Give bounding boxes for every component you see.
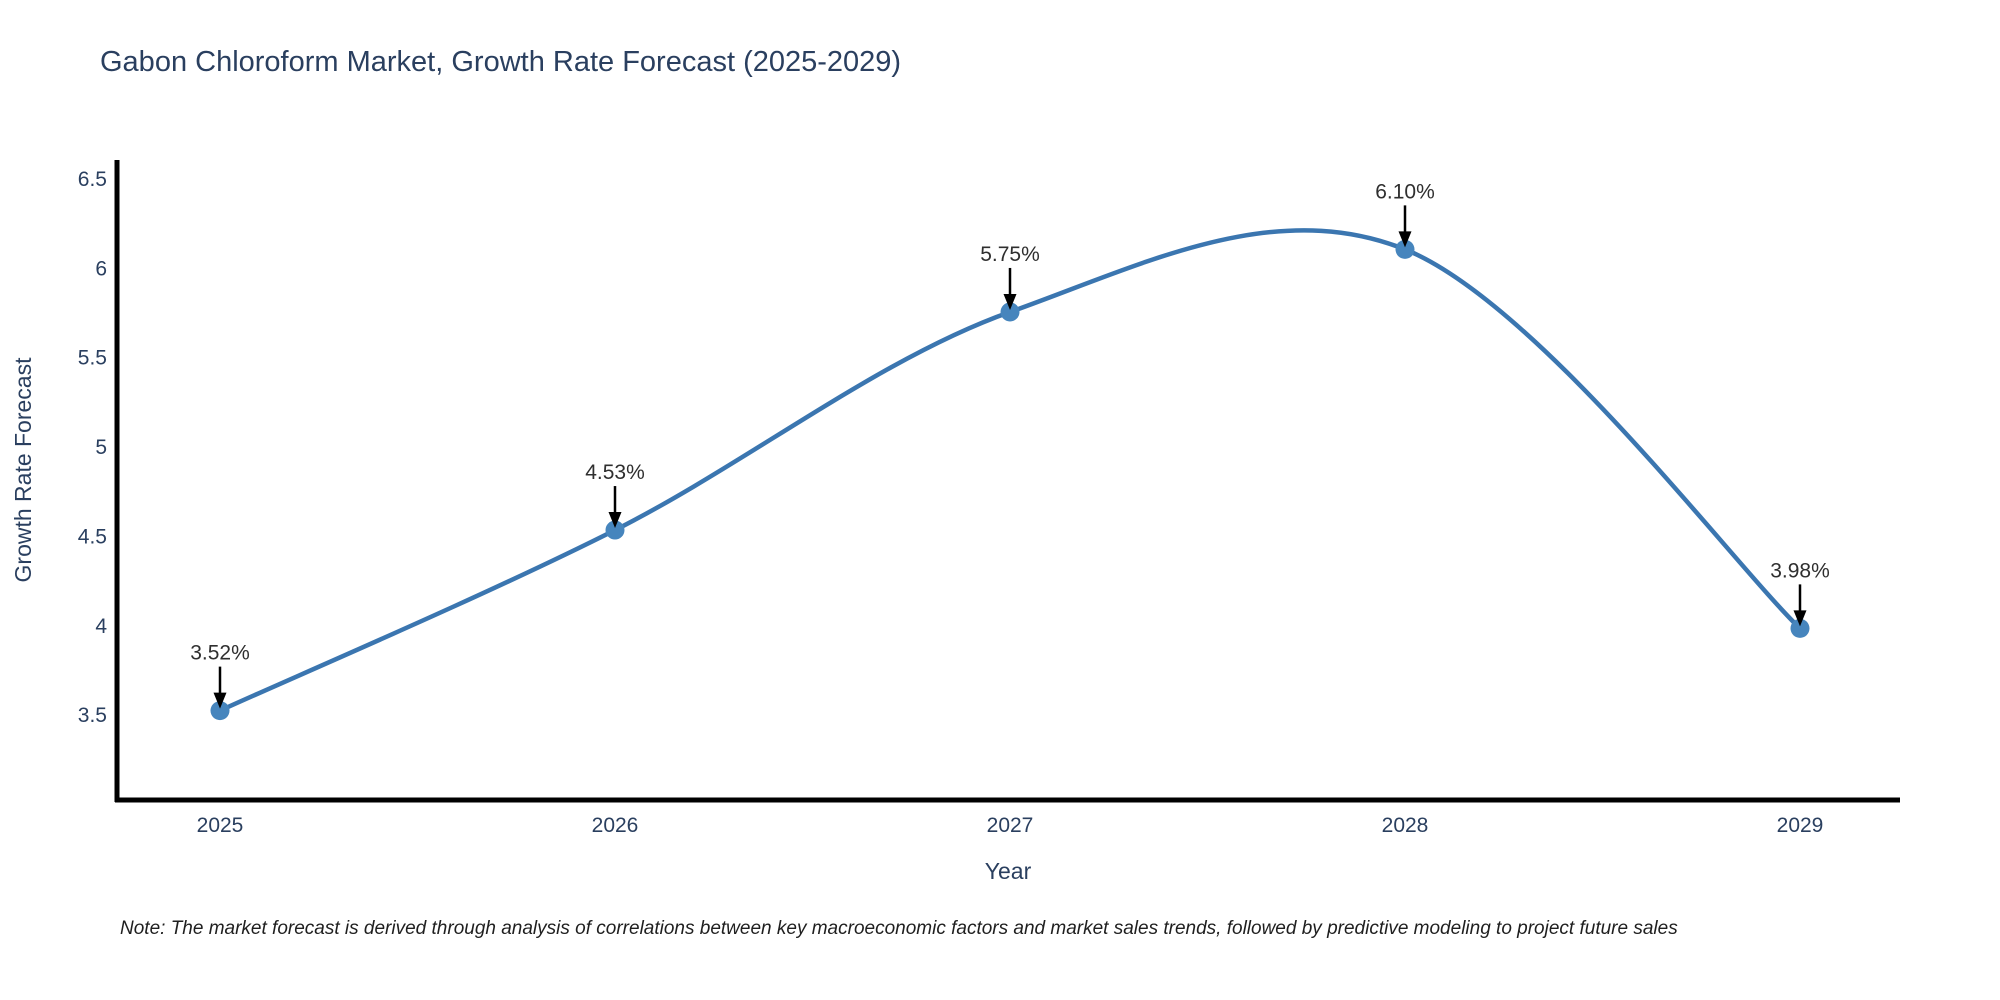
annotation-arrowhead-icon	[608, 512, 622, 529]
point-annotation-label: 5.75%	[980, 243, 1040, 266]
footnote: Note: The market forecast is derived thr…	[120, 918, 1678, 939]
y-tick-label: 6.5	[78, 168, 107, 191]
point-annotation-label: 3.52%	[190, 642, 250, 665]
x-tick-label: 2027	[987, 814, 1034, 837]
chart-title: Gabon Chloroform Market, Growth Rate For…	[100, 46, 902, 78]
point-annotation-label: 4.53%	[585, 461, 645, 484]
data-point-2028[interactable]	[1395, 239, 1415, 259]
y-tick-label: 4	[95, 615, 107, 638]
y-tick-label: 5.5	[78, 347, 107, 370]
annotation-arrowhead-icon	[213, 692, 227, 709]
x-axis-title: Year	[984, 858, 1032, 884]
x-tick-label: 2025	[197, 814, 244, 837]
data-point-2026[interactable]	[605, 520, 625, 540]
data-point-2025[interactable]	[210, 701, 230, 721]
x-tick-label: 2028	[1382, 814, 1429, 837]
point-annotation-label: 3.98%	[1770, 559, 1830, 582]
y-tick-label: 3.5	[78, 704, 107, 727]
x-tick-label: 2026	[592, 814, 639, 837]
annotation-arrowhead-icon	[1398, 231, 1412, 248]
annotation-arrowhead-icon	[1003, 293, 1017, 310]
x-tick-label: 2029	[1777, 814, 1824, 837]
y-tick-label: 4.5	[78, 525, 107, 548]
y-tick-label: 5	[95, 436, 107, 459]
data-point-2029[interactable]	[1790, 618, 1810, 638]
annotation-arrowhead-icon	[1793, 610, 1807, 627]
point-annotation-label: 6.10%	[1375, 180, 1435, 203]
y-tick-label: 6	[95, 257, 107, 280]
data-point-2027[interactable]	[1000, 302, 1020, 322]
